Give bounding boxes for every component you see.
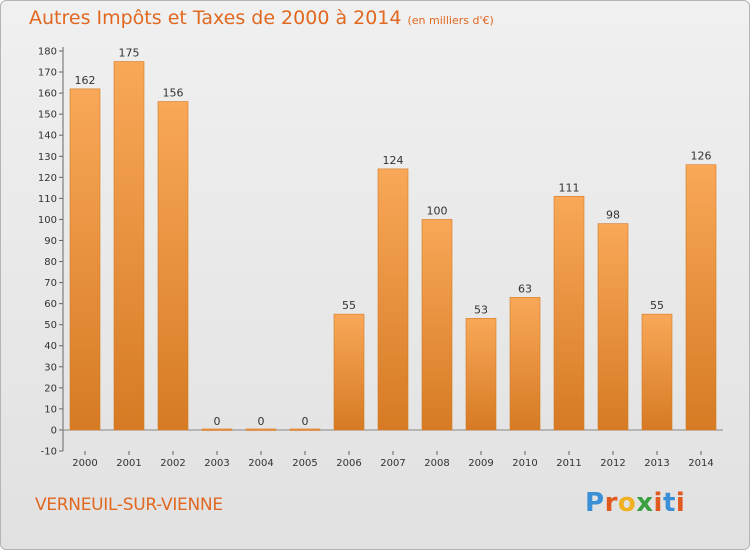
value-label-2004: 0 — [258, 415, 265, 428]
y-tick-label: 10 — [44, 404, 57, 415]
value-label-2012: 98 — [606, 209, 620, 222]
value-label-2010: 63 — [518, 282, 532, 295]
bar-2009 — [465, 318, 497, 431]
bar-2002 — [157, 101, 189, 431]
value-label-2006: 55 — [342, 299, 356, 312]
value-label-2008: 100 — [427, 204, 448, 217]
y-tick-label: 100 — [38, 215, 57, 226]
value-label-2005: 0 — [302, 415, 309, 428]
value-label-2009: 53 — [474, 303, 488, 316]
value-label-2013: 55 — [650, 299, 664, 312]
value-label-2002: 156 — [163, 87, 184, 100]
y-tick-label: 120 — [38, 173, 57, 184]
x-tick-label-2002: 2002 — [160, 458, 185, 469]
x-tick-label-2010: 2010 — [512, 458, 537, 469]
x-tick-label-2014: 2014 — [688, 458, 713, 469]
x-tick-label-2003: 2003 — [204, 458, 229, 469]
bar-2006 — [333, 313, 365, 431]
y-tick-label: 110 — [38, 194, 57, 205]
y-tick-label: 20 — [44, 383, 57, 394]
logo-letter: r — [604, 488, 618, 518]
y-tick-label: 80 — [44, 257, 57, 268]
y-tick-label: 180 — [38, 47, 57, 58]
bar-2004 — [245, 428, 277, 431]
chart-title-block: Autres Impôts et Taxes de 2000 à 2014 (en… — [29, 7, 494, 29]
bar-2012 — [597, 223, 629, 431]
x-tick-label-2007: 2007 — [380, 458, 405, 469]
bar-2011 — [553, 195, 585, 431]
logo-letter: o — [617, 488, 637, 518]
x-tick-label-2001: 2001 — [116, 458, 141, 469]
y-tick-label: 60 — [44, 299, 57, 310]
y-tick-label: 160 — [38, 89, 57, 100]
bar-2013 — [641, 313, 673, 431]
y-tick-label: 130 — [38, 152, 57, 163]
logo-letter: i — [675, 488, 686, 518]
x-tick-label-2009: 2009 — [468, 458, 493, 469]
bar-2003 — [201, 428, 233, 431]
y-tick-label: 170 — [38, 68, 57, 79]
bar-2007 — [377, 168, 409, 431]
bar-2014 — [685, 164, 717, 431]
y-tick-label: 90 — [44, 236, 57, 247]
x-tick-label-2008: 2008 — [424, 458, 449, 469]
value-label-2011: 111 — [559, 181, 580, 194]
y-tick-label: 0 — [51, 425, 57, 436]
logo-letter: i — [653, 488, 663, 518]
bar-2001 — [113, 61, 145, 431]
value-label-2014: 126 — [691, 150, 712, 163]
proxiti-logo: Proxiti — [585, 488, 685, 518]
y-tick-label: -10 — [41, 447, 57, 458]
chart-title: Autres Impôts et Taxes de 2000 à 2014 — [29, 7, 402, 29]
logo-letter: t — [662, 488, 676, 518]
bar-2000 — [69, 88, 101, 431]
y-tick-label: 70 — [44, 278, 57, 289]
x-tick-label-2005: 2005 — [292, 458, 317, 469]
y-tick-label: 50 — [44, 320, 57, 331]
bar-2008 — [421, 219, 453, 431]
logo-letter: P — [585, 488, 605, 518]
bar-2005 — [289, 428, 321, 431]
x-tick-label-2013: 2013 — [644, 458, 669, 469]
chart-unit: (en milliers d'€) — [407, 14, 494, 27]
x-tick-label-2006: 2006 — [336, 458, 361, 469]
value-label-2001: 175 — [119, 47, 140, 60]
value-label-2003: 0 — [214, 415, 221, 428]
value-label-2007: 124 — [383, 154, 404, 167]
commune-name: VERNEUIL-SUR-VIENNE — [35, 495, 223, 515]
bar-2010 — [509, 297, 541, 431]
y-tick-label: 140 — [38, 131, 57, 142]
y-tick-label: 150 — [38, 110, 57, 121]
x-tick-label-2012: 2012 — [600, 458, 625, 469]
logo-letter: x — [636, 488, 654, 518]
y-tick-label: 40 — [44, 341, 57, 352]
x-tick-label-2011: 2011 — [556, 458, 581, 469]
x-tick-label-2000: 2000 — [72, 458, 97, 469]
y-tick-label: 30 — [44, 362, 57, 373]
value-label-2000: 162 — [75, 74, 96, 87]
x-tick-label-2004: 2004 — [248, 458, 273, 469]
